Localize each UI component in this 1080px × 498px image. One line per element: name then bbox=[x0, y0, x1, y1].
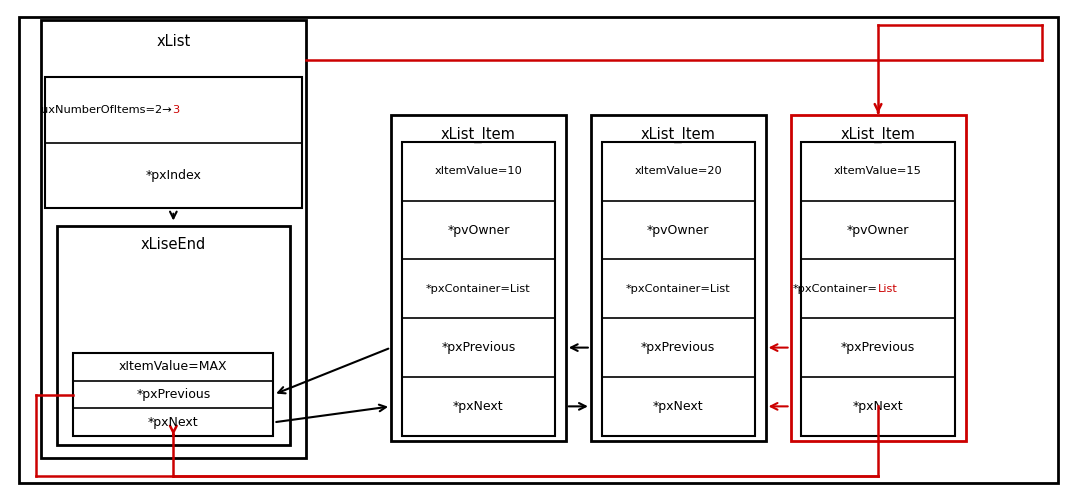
Bar bbox=[791, 115, 966, 441]
Text: *pxIndex: *pxIndex bbox=[146, 169, 201, 182]
Text: 3: 3 bbox=[173, 105, 179, 115]
Text: List: List bbox=[878, 284, 897, 294]
Bar bbox=[801, 142, 955, 436]
Text: uxNumberOfItems=2→: uxNumberOfItems=2→ bbox=[41, 105, 171, 115]
Text: *pxNext: *pxNext bbox=[454, 400, 503, 413]
Text: *pxNext: *pxNext bbox=[853, 400, 903, 413]
Text: xList_Item: xList_Item bbox=[840, 126, 916, 142]
Text: *pxContainer=List: *pxContainer=List bbox=[427, 284, 530, 294]
Bar bbox=[591, 115, 766, 441]
Text: xItemValue=20: xItemValue=20 bbox=[634, 166, 723, 176]
Text: *pvOwner: *pvOwner bbox=[847, 224, 909, 237]
Text: *pxPrevious: *pxPrevious bbox=[642, 341, 715, 354]
Bar bbox=[41, 20, 306, 458]
Text: *pxContainer=: *pxContainer= bbox=[793, 284, 878, 294]
Bar bbox=[73, 353, 273, 436]
Text: xItemValue=15: xItemValue=15 bbox=[834, 166, 922, 176]
Text: *pxNext: *pxNext bbox=[653, 400, 703, 413]
Bar bbox=[391, 115, 566, 441]
Text: *pxNext: *pxNext bbox=[148, 416, 199, 429]
Bar bbox=[57, 226, 289, 445]
Text: xList_Item: xList_Item bbox=[640, 126, 716, 142]
Text: xList_Item: xList_Item bbox=[441, 126, 516, 142]
Text: xLiseEnd: xLiseEnd bbox=[140, 238, 206, 252]
Bar bbox=[402, 142, 555, 436]
Text: *pxPrevious: *pxPrevious bbox=[136, 388, 211, 401]
Text: xItemValue=10: xItemValue=10 bbox=[434, 166, 523, 176]
Text: *pvOwner: *pvOwner bbox=[647, 224, 710, 237]
Text: *pvOwner: *pvOwner bbox=[447, 224, 510, 237]
Text: *pxPrevious: *pxPrevious bbox=[442, 341, 515, 354]
Text: xList: xList bbox=[157, 34, 190, 49]
Text: *pxContainer=List: *pxContainer=List bbox=[626, 284, 730, 294]
Bar bbox=[602, 142, 755, 436]
Bar bbox=[45, 77, 301, 208]
Text: xItemValue=MAX: xItemValue=MAX bbox=[119, 361, 228, 374]
Text: *pxPrevious: *pxPrevious bbox=[841, 341, 915, 354]
